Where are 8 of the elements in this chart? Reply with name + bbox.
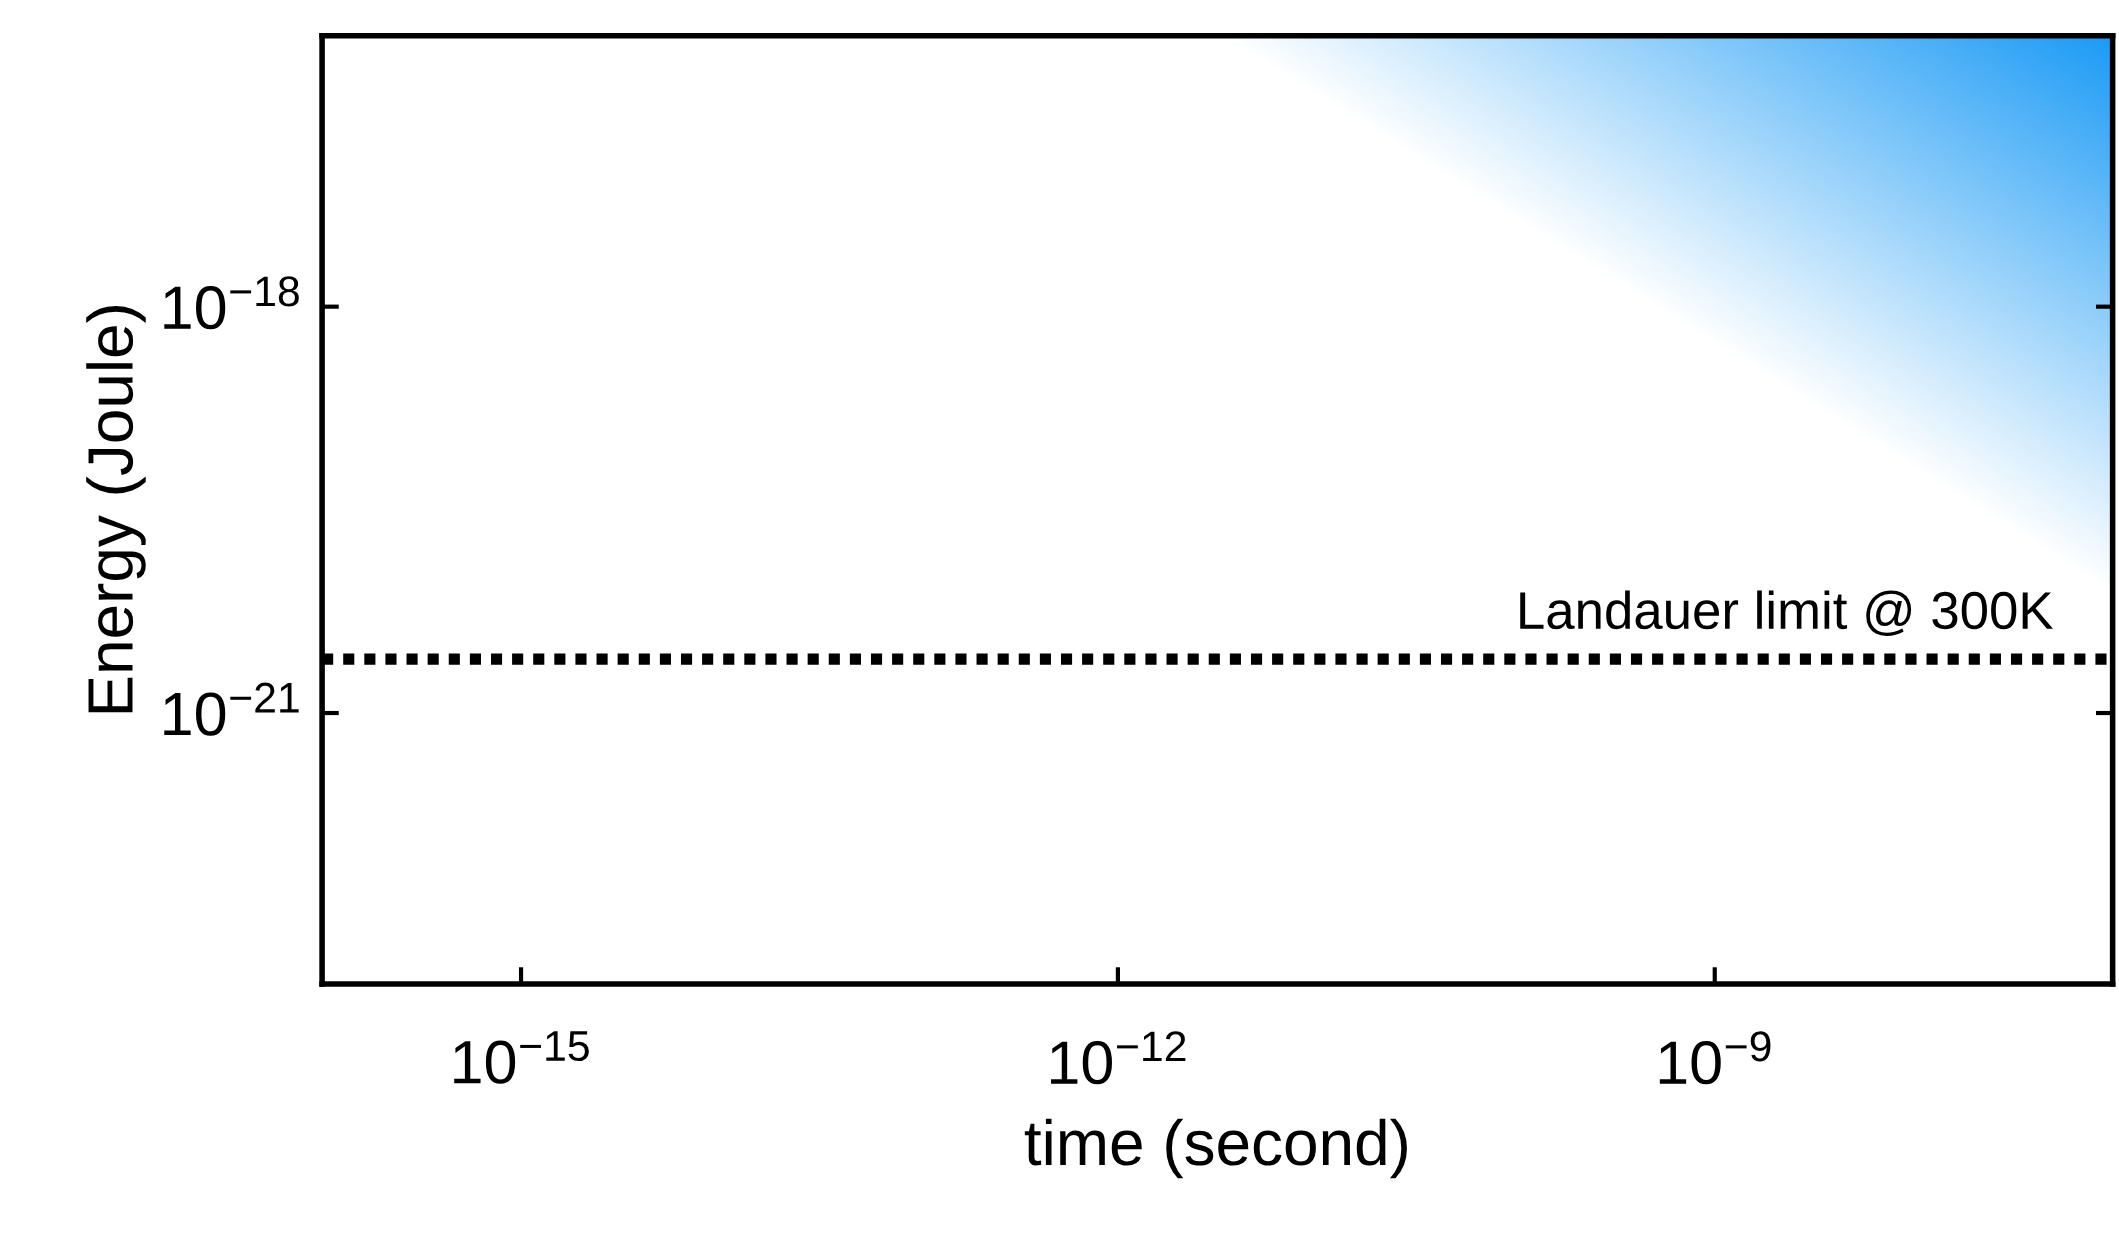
y-axis-title: Energy (Joule) xyxy=(86,306,146,713)
y-tick-label: 10$^{−18}$ xyxy=(164,276,299,330)
x-tick-label: 10$^{−9}$ xyxy=(1659,1031,1771,1085)
ref-line-label: Landauer limit @ 300K xyxy=(1520,590,2053,637)
x-tick-label: 10$^{−12}$ xyxy=(1051,1031,1186,1085)
y-tick-label: 10$^{−21}$ xyxy=(164,682,299,736)
x-axis-title: time (second) xyxy=(1024,1118,1407,1179)
x-tick-label: 10$^{−15}$ xyxy=(454,1031,589,1084)
